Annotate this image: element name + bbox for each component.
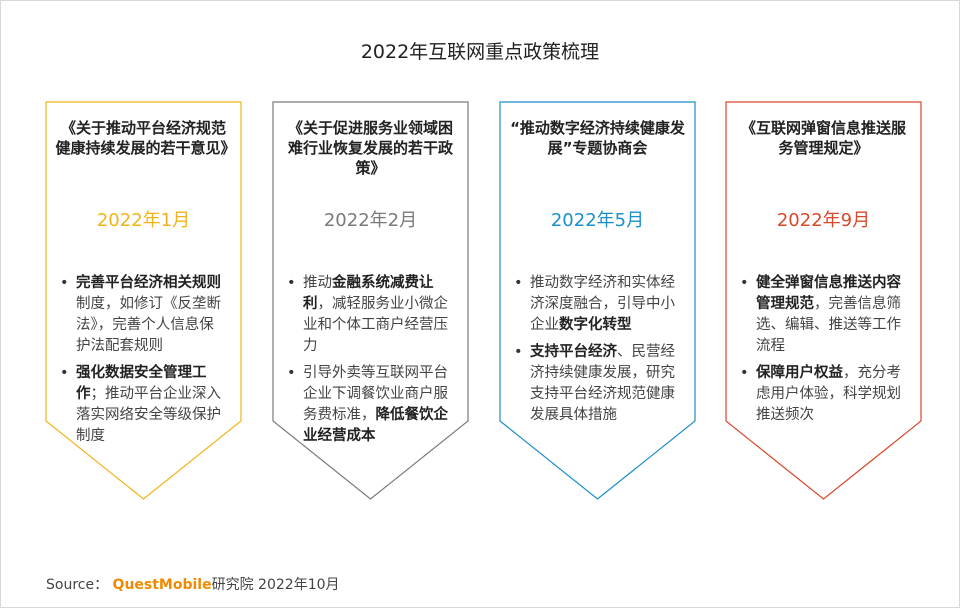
source-label: Source： <box>46 577 109 593</box>
text: 推动 <box>303 275 332 291</box>
text: 引导外卖等互联网平台企业下调餐饮业商户服务费标准， <box>303 365 448 423</box>
bullet: 推动金融系统减费让利，减轻服务业小微企业和个体工商户经营压力 <box>287 273 453 357</box>
bullet-list: 推动数字经济和实体经济深度融合，引导中小企业数字化转型支持平台经济、民营经济持续… <box>514 273 680 432</box>
card-date: 2022年5月 <box>550 210 645 231</box>
text: ，减轻服务业小微企业和个体工商户经营压力 <box>303 296 448 354</box>
bold-text: 数字化转型 <box>559 317 632 333</box>
bullet: 健全弹窗信息推送内容管理规范，完善信息筛选、编辑、推送等工作流程 <box>740 273 906 357</box>
bold-text: 金融系统减费让利 <box>303 275 434 312</box>
bold-text: 健全弹窗信息推送内容管理规范 <box>756 275 901 312</box>
bold-text: 支持平台经济 <box>530 344 617 360</box>
card-date: 2022年9月 <box>776 210 871 231</box>
text: 、民营经济持续健康发展，研究支持平台经济规范健康发展具体措施 <box>530 344 675 423</box>
card-heading: “推动数字经济持续健康发展”专题协商会 <box>510 119 685 157</box>
text: 推动数字经济和实体经济深度融合，引导中小企业 <box>530 275 675 333</box>
title: 2022年互联网重点政策梳理 <box>360 41 600 63</box>
bullet-list: 完善平台经济相关规则制度，如修订《反垄断法》，完善个人信息保护法配套规则强化数据… <box>60 273 226 453</box>
text: 制度，如修订《反垄断法》，完善个人信息保护法配套规则 <box>76 296 221 354</box>
card-heading: 《关于推动平台经济规范健康持续发展的若干意见》 <box>55 119 236 157</box>
bullet-list: 健全弹窗信息推送内容管理规范，完善信息筛选、编辑、推送等工作流程保障用户权益，充… <box>740 273 906 432</box>
source-rest: 研究院 2022年10月 <box>211 577 340 593</box>
bold-text: 强化数据安全管理工作 <box>76 365 207 402</box>
bullet: 保障用户权益，充分考虑用户体验，科学规划推送频次 <box>740 363 906 426</box>
card-heading: 《关于促进服务业领域困难行业恢复发展的若干政策》 <box>287 119 453 177</box>
bold-text: 完善平台经济相关规则 <box>76 275 221 291</box>
bullet: 完善平台经济相关规则制度，如修订《反垄断法》，完善个人信息保护法配套规则 <box>60 273 226 357</box>
bold-text: 降低餐饮企业经营成本 <box>303 407 448 444</box>
bullet: 引导外卖等互联网平台企业下调餐饮业商户服务费标准，降低餐饮企业经营成本 <box>287 363 453 447</box>
text: ；推动平台企业深入落实网络安全等级保护制度 <box>76 386 221 444</box>
bullet-list: 推动金融系统减费让利，减轻服务业小微企业和个体工商户经营压力引导外卖等互联网平台… <box>287 273 453 453</box>
bullet: 推动数字经济和实体经济深度融合，引导中小企业数字化转型 <box>514 273 680 336</box>
card-heading: 《互联网弹窗信息推送服务管理规定》 <box>740 119 906 157</box>
text: ，充分考虑用户体验，科学规划推送频次 <box>756 365 901 423</box>
source: Source： QuestMobile研究院 2022年10月 <box>46 574 340 594</box>
text: ，完善信息筛选、编辑、推送等工作流程 <box>756 296 901 354</box>
bold-text: 保障用户权益 <box>756 365 843 381</box>
bullet: 支持平台经济、民营经济持续健康发展，研究支持平台经济规范健康发展具体措施 <box>514 342 680 426</box>
source-brand: QuestMobile <box>112 577 212 593</box>
card-date: 2022年2月 <box>323 210 418 231</box>
card-date: 2022年1月 <box>96 210 191 231</box>
bullet: 强化数据安全管理工作；推动平台企业深入落实网络安全等级保护制度 <box>60 363 226 447</box>
